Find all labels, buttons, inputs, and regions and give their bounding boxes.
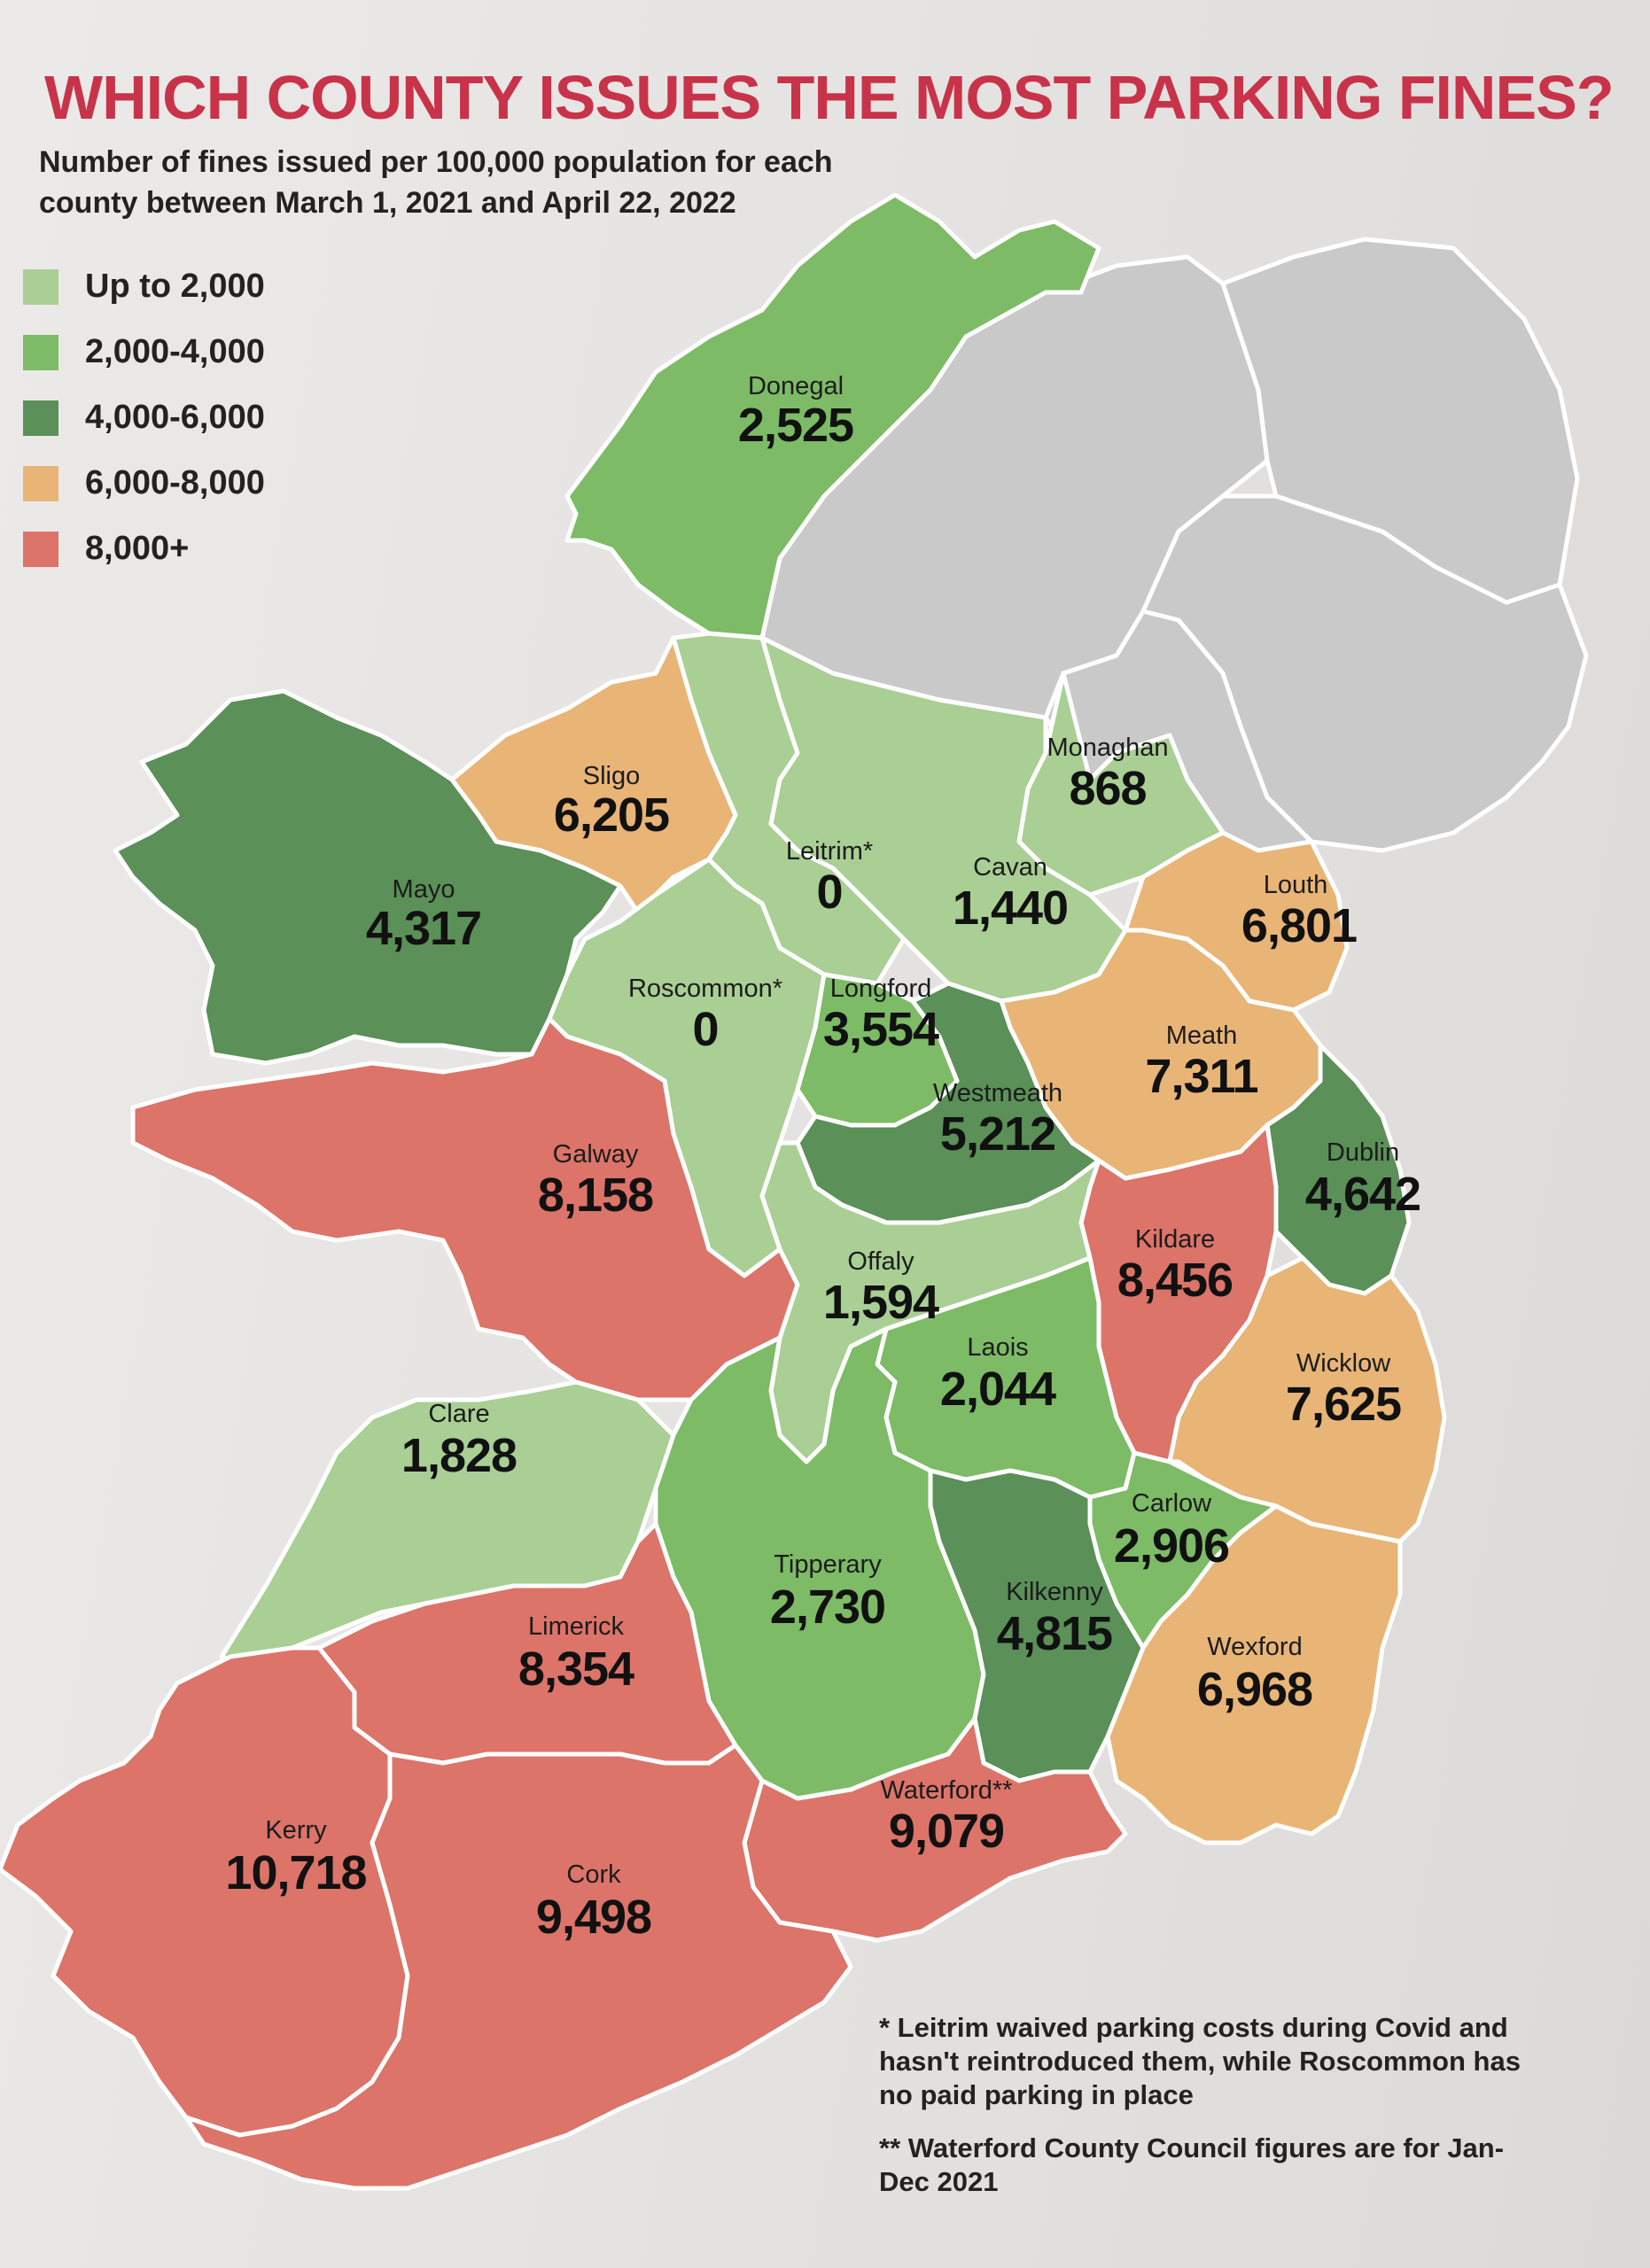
county-value-louth: 6,801 [1241, 899, 1357, 952]
map-title: WHICH COUNTY ISSUES THE MOST PARKING FIN… [44, 63, 1615, 132]
county-value-carlow: 2,906 [1114, 1519, 1229, 1573]
county-value-mayo: 4,317 [366, 902, 481, 955]
county-name-galway: Galway [553, 1140, 639, 1169]
county-value-meath: 7,311 [1145, 1050, 1257, 1103]
legend-swatch [23, 400, 58, 436]
county-value-cork: 9,498 [536, 1891, 651, 1944]
county-cork [183, 1743, 853, 2191]
county-name-meath: Meath [1166, 1021, 1238, 1050]
county-name-limerick: Limerick [528, 1612, 624, 1641]
county-value-leitrim: 0 [816, 866, 842, 919]
county-name-wicklow: Wicklow [1296, 1349, 1391, 1378]
county-value-kilkenny: 4,815 [997, 1607, 1112, 1660]
counties [0, 192, 1447, 2191]
county-value-sligo: 6,205 [554, 788, 669, 842]
county-name-carlow: Carlow [1132, 1489, 1212, 1518]
legend-label: 8,000+ [85, 530, 190, 567]
county-value-roscommon: 0 [692, 1003, 718, 1056]
legend-swatch [23, 335, 58, 370]
county-name-offaly: Offaly [847, 1247, 915, 1276]
county-name-cork: Cork [566, 1860, 621, 1889]
county-value-kildare: 8,456 [1117, 1254, 1233, 1307]
county-name-leitrim: Leitrim* [786, 837, 873, 866]
county-name-sligo: Sligo [583, 762, 641, 790]
northern-ireland [759, 237, 1589, 853]
county-name-mayo: Mayo [393, 875, 455, 904]
legend-label: 6,000-8,000 [85, 464, 265, 501]
county-value-galway: 8,158 [538, 1169, 653, 1222]
county-value-limerick: 8,354 [518, 1643, 634, 1696]
footnote-waterford: ** Waterford County Council figures are … [879, 2132, 1505, 2197]
county-wexford [1105, 1503, 1403, 1845]
county-name-laois: Laois [967, 1333, 1028, 1362]
county-name-louth: Louth [1264, 871, 1328, 899]
map-subtitle: Number of fines issued per 100,000 popul… [39, 145, 833, 220]
legend-label: 2,000-4,000 [85, 333, 265, 370]
county-value-westmeath: 5,212 [940, 1107, 1055, 1161]
county-labels: Donegal 2,525 Sligo 6,205 Mayo 4,317 Lei… [225, 372, 1421, 1944]
county-name-cavan: Cavan [973, 853, 1047, 882]
county-value-offaly: 1,594 [823, 1276, 939, 1329]
county-value-laois: 2,044 [940, 1363, 1056, 1416]
legend-swatch [23, 466, 58, 501]
county-donegal [564, 192, 1101, 641]
county-name-waterford: Waterford** [881, 1776, 1013, 1805]
county-name-kilkenny: Kilkenny [1006, 1578, 1103, 1606]
county-name-monaghan: Monaghan [1047, 734, 1168, 762]
county-name-tipperary: Tipperary [774, 1550, 882, 1579]
county-value-tipperary: 2,730 [770, 1581, 885, 1634]
county-clare [219, 1379, 676, 1668]
county-value-donegal: 2,525 [738, 399, 853, 452]
county-value-clare: 1,828 [401, 1429, 517, 1482]
county-value-cavan: 1,440 [953, 882, 1068, 935]
legend-label: 4,000-6,000 [85, 399, 265, 436]
county-name-wexford: Wexford [1207, 1633, 1302, 1661]
footnote-leitrim-roscommon: * Leitrim waived parking costs during Co… [879, 2012, 1521, 2110]
county-value-monaghan: 868 [1069, 762, 1146, 815]
legend-swatch [23, 532, 58, 567]
county-value-wexford: 6,968 [1197, 1663, 1312, 1716]
county-name-kerry: Kerry [265, 1816, 327, 1845]
legend-label: Up to 2,000 [85, 268, 265, 305]
county-value-waterford: 9,079 [889, 1805, 1004, 1858]
county-value-kerry: 10,718 [225, 1846, 366, 1899]
legend-swatch [23, 269, 58, 305]
county-name-kildare: Kildare [1135, 1225, 1215, 1254]
county-value-dublin: 4,642 [1305, 1168, 1420, 1221]
footnotes: * Leitrim waived parking costs during Co… [879, 2011, 1553, 2218]
county-mayo [113, 688, 623, 1066]
county-name-westmeath: Westmeath [933, 1079, 1062, 1107]
county-value-longford: 3,554 [823, 1003, 939, 1056]
county-name-dublin: Dublin [1327, 1138, 1399, 1167]
county-value-wicklow: 7,625 [1286, 1378, 1401, 1431]
county-kilkenny [928, 1468, 1146, 1783]
county-name-roscommon: Roscommon* [628, 975, 782, 1003]
county-name-longford: Longford [830, 975, 932, 1003]
county-name-donegal: Donegal [748, 372, 844, 400]
county-name-clare: Clare [428, 1400, 489, 1428]
